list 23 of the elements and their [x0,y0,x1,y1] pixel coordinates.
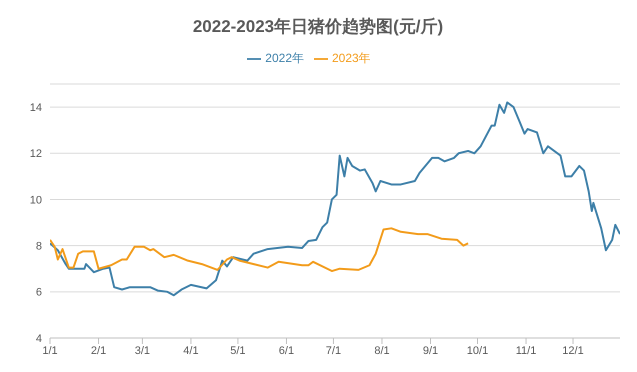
chart-title: 2022-2023年日猪价趋势图(元/斤) [192,16,444,38]
x-tick-label: 6/1 [278,344,294,357]
x-tick-label: 4/1 [183,344,199,357]
x-tick-label: 2/1 [90,344,106,357]
x-tick-label: 7/1 [326,344,342,357]
y-tick-label: 10 [30,194,42,206]
x-tick-label: 1/1 [42,344,58,357]
x-tick-label: 10/1 [466,344,488,357]
line-series [50,227,470,272]
line-series [50,101,620,296]
y-tick-label: 4 [36,332,42,345]
y-tick-label: 12 [30,148,42,160]
y-tick-label: 8 [36,240,42,253]
x-tick-label: 8/1 [374,344,390,357]
legend-label: 2022年 [265,51,304,65]
legend-label: 2023年 [332,51,371,65]
y-tick-label: 14 [30,102,42,114]
x-tick-label: 5/1 [230,344,246,357]
x-tick-label: 9/1 [422,344,438,357]
y-tick-label: 6 [36,286,42,299]
x-tick-label: 3/1 [134,344,150,357]
x-tick-label: 11/1 [516,344,536,357]
x-tick-label: 12/1 [562,344,584,357]
